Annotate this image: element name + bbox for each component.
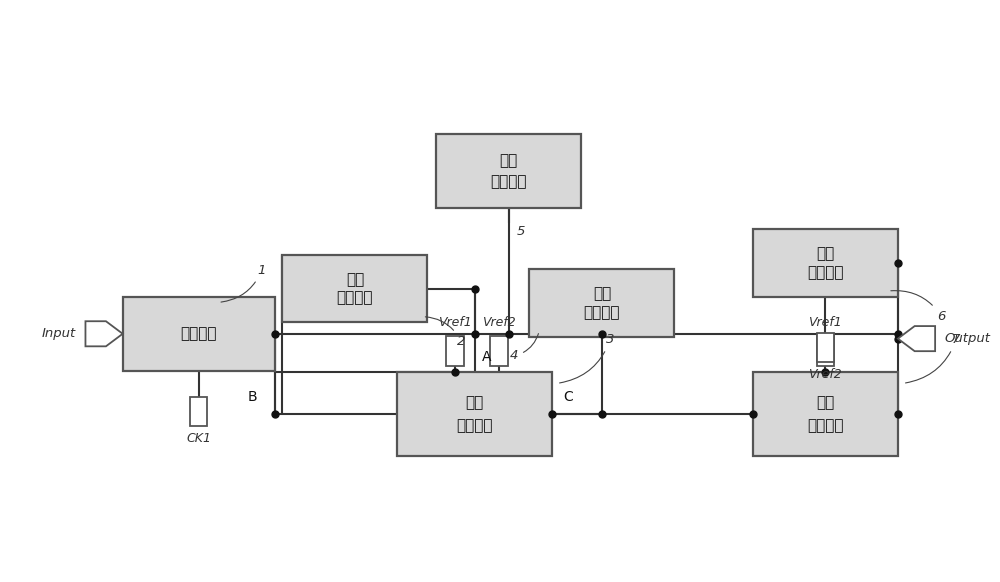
Text: Vref2: Vref2 [482,316,516,329]
Text: Output: Output [945,332,991,345]
Bar [817,333,834,362]
Text: A: A [482,350,492,364]
Text: 输出模块: 输出模块 [807,418,844,434]
Text: 第二: 第二 [816,395,834,410]
Text: 控制模块: 控制模块 [456,418,493,434]
Text: 控制模块: 控制模块 [337,290,373,306]
Text: 输入模块: 输入模块 [180,327,217,341]
Text: 稳定模块: 稳定模块 [491,174,527,189]
Text: 7: 7 [906,333,960,383]
Bar [817,336,834,365]
Text: Vref1: Vref1 [438,316,472,329]
Polygon shape [85,321,123,346]
Text: 控制模块: 控制模块 [584,305,620,320]
Text: Input: Input [41,327,76,340]
Text: C: C [564,390,573,404]
Bar [282,255,427,322]
Text: 第二: 第二 [465,395,484,410]
Bar [123,297,275,371]
Polygon shape [898,326,935,351]
Text: 4: 4 [510,333,538,363]
Bar [436,134,581,208]
Bar [190,396,207,426]
Text: 2: 2 [425,317,465,348]
Text: Vref2: Vref2 [808,368,842,381]
Text: 输出模块: 输出模块 [807,265,844,280]
Text: 5: 5 [517,225,525,239]
Text: 3: 3 [560,333,614,383]
Text: 第三: 第三 [593,286,611,301]
Text: 6: 6 [891,290,945,322]
Bar [397,372,552,456]
Text: 第一: 第一 [346,272,364,287]
Text: B: B [247,390,257,404]
Text: CK1: CK1 [186,432,211,445]
Bar [753,372,898,456]
Text: 第一: 第一 [816,246,834,261]
Bar [490,336,508,365]
Text: 节点: 节点 [500,153,518,168]
Bar [529,269,674,336]
Text: 1: 1 [221,264,266,302]
Bar [753,229,898,297]
Text: Vref1: Vref1 [808,316,842,329]
Bar [446,336,464,365]
